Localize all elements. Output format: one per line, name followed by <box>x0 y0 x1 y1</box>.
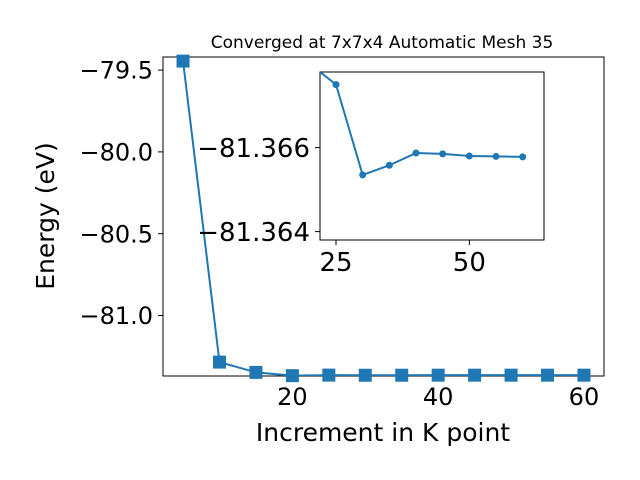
inset-data-point <box>439 150 447 158</box>
main-axis-ticks: 20 40 60 −79.5 −80.0 −80.5 −81.0 <box>79 57 599 411</box>
y-axis-label: Energy (eV) <box>31 142 60 289</box>
main-y-tick-label: −80.0 <box>79 139 153 167</box>
main-data-point <box>249 365 263 379</box>
inset-data-point <box>359 171 367 179</box>
x-axis-label: Increment in K point <box>256 418 510 447</box>
main-data-point <box>431 368 445 382</box>
inset-data-point <box>412 149 420 157</box>
main-x-tick-label: 40 <box>423 383 454 411</box>
main-data-point <box>504 368 518 382</box>
main-y-tick-label: −79.5 <box>79 57 153 85</box>
main-data-point <box>176 54 190 68</box>
inset-series <box>320 72 527 179</box>
inset-data-point <box>332 81 340 89</box>
main-data-point <box>468 368 482 382</box>
inset-y-tick-label: −81.366 <box>197 134 310 164</box>
main-x-tick-label: 60 <box>569 383 600 411</box>
inset-y-tick-label: −81.364 <box>197 218 310 248</box>
main-data-point <box>285 369 299 383</box>
main-y-tick-label: −81.0 <box>79 302 153 330</box>
inset-data-point <box>385 161 393 169</box>
inset-data-point <box>465 152 473 160</box>
main-data-point <box>212 355 226 369</box>
main-data-point <box>577 368 591 382</box>
inset-x-tick-label: 50 <box>453 248 486 278</box>
main-x-tick-label: 20 <box>277 383 308 411</box>
main-data-point <box>322 368 336 382</box>
inset-axis-ticks: 25 50 −81.366 −81.364 <box>197 134 486 278</box>
main-data-point <box>541 368 555 382</box>
main-data-point <box>358 368 372 382</box>
inset-data-point <box>519 153 527 161</box>
inset-x-tick-label: 25 <box>319 248 352 278</box>
inset-data-point <box>492 152 500 160</box>
main-data-point <box>395 368 409 382</box>
main-y-tick-label: −80.5 <box>79 220 153 248</box>
main-series <box>176 54 591 383</box>
chart-title: Converged at 7x7x4 Automatic Mesh 35 <box>211 33 554 53</box>
